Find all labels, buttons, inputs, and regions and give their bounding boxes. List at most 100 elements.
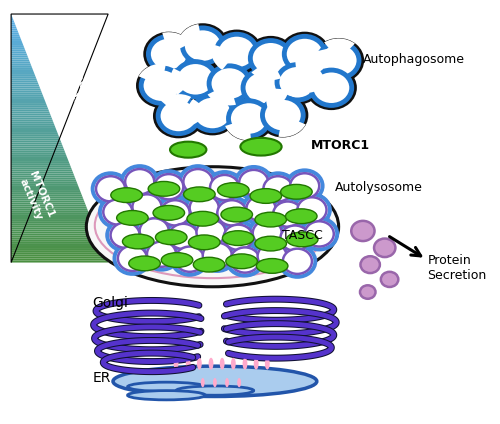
Ellipse shape — [156, 230, 187, 245]
Polygon shape — [11, 107, 49, 109]
Polygon shape — [11, 109, 49, 112]
Polygon shape — [11, 188, 80, 190]
Ellipse shape — [113, 366, 317, 396]
Circle shape — [172, 244, 207, 275]
Circle shape — [246, 196, 276, 221]
Ellipse shape — [286, 232, 318, 247]
Polygon shape — [11, 192, 82, 194]
Wedge shape — [160, 94, 191, 117]
Polygon shape — [11, 99, 45, 101]
Circle shape — [166, 221, 202, 252]
Circle shape — [270, 198, 306, 230]
Polygon shape — [11, 184, 78, 186]
Polygon shape — [11, 80, 38, 82]
Circle shape — [280, 226, 310, 251]
Polygon shape — [11, 45, 24, 47]
Polygon shape — [11, 240, 100, 242]
Circle shape — [230, 247, 260, 273]
Polygon shape — [11, 171, 74, 173]
Ellipse shape — [280, 184, 312, 199]
Circle shape — [243, 193, 279, 224]
Wedge shape — [170, 68, 196, 95]
Text: Protein
Secretion: Protein Secretion — [428, 254, 486, 282]
Ellipse shape — [86, 167, 338, 287]
Ellipse shape — [128, 382, 205, 391]
Circle shape — [186, 192, 222, 223]
Polygon shape — [11, 105, 48, 107]
Circle shape — [104, 199, 132, 225]
Circle shape — [360, 285, 376, 299]
Circle shape — [154, 174, 184, 199]
Circle shape — [318, 43, 359, 78]
Wedge shape — [304, 48, 330, 73]
Text: Autophagosome: Autophagosome — [363, 53, 465, 66]
Polygon shape — [11, 153, 66, 155]
Polygon shape — [11, 128, 56, 130]
Wedge shape — [306, 69, 332, 93]
Polygon shape — [11, 180, 76, 182]
Text: MTORC1
activity: MTORC1 activity — [17, 170, 56, 224]
Circle shape — [243, 70, 284, 106]
Polygon shape — [11, 190, 80, 192]
Polygon shape — [11, 246, 102, 248]
Circle shape — [196, 220, 226, 245]
Polygon shape — [11, 140, 61, 142]
Ellipse shape — [218, 183, 249, 198]
Polygon shape — [11, 64, 32, 66]
Polygon shape — [11, 78, 37, 80]
Circle shape — [360, 256, 380, 273]
Circle shape — [132, 194, 162, 220]
Polygon shape — [11, 236, 99, 238]
Ellipse shape — [186, 358, 190, 370]
Polygon shape — [11, 49, 26, 51]
Circle shape — [114, 243, 150, 274]
Circle shape — [203, 243, 232, 268]
Wedge shape — [212, 45, 238, 70]
Polygon shape — [11, 82, 38, 84]
Polygon shape — [11, 223, 94, 225]
Polygon shape — [11, 167, 72, 169]
Polygon shape — [11, 126, 56, 128]
Ellipse shape — [153, 206, 184, 220]
Ellipse shape — [231, 358, 236, 370]
Text: Autophagy
induction: Autophagy induction — [54, 54, 99, 121]
Polygon shape — [11, 258, 108, 260]
Polygon shape — [11, 86, 40, 89]
Circle shape — [218, 200, 246, 226]
Polygon shape — [11, 89, 41, 91]
Polygon shape — [11, 117, 52, 120]
Circle shape — [192, 95, 233, 131]
Polygon shape — [11, 151, 66, 153]
Wedge shape — [324, 39, 355, 61]
Ellipse shape — [148, 181, 180, 196]
Ellipse shape — [201, 378, 204, 387]
Circle shape — [214, 197, 250, 229]
Ellipse shape — [265, 358, 270, 370]
Polygon shape — [11, 134, 59, 136]
Polygon shape — [11, 33, 19, 35]
Polygon shape — [11, 68, 33, 70]
Circle shape — [110, 223, 140, 248]
Polygon shape — [11, 260, 108, 262]
Circle shape — [250, 41, 291, 76]
Ellipse shape — [220, 358, 224, 370]
Ellipse shape — [188, 235, 220, 250]
Circle shape — [352, 221, 374, 241]
Circle shape — [227, 244, 263, 276]
Polygon shape — [11, 28, 18, 31]
Circle shape — [147, 242, 176, 267]
Ellipse shape — [197, 358, 202, 370]
Circle shape — [280, 245, 316, 277]
Ellipse shape — [129, 256, 160, 271]
Polygon shape — [11, 147, 64, 149]
Polygon shape — [11, 217, 91, 219]
Circle shape — [277, 223, 313, 254]
Circle shape — [254, 241, 290, 272]
Circle shape — [273, 201, 302, 227]
Polygon shape — [11, 91, 42, 93]
Polygon shape — [11, 215, 90, 217]
Polygon shape — [11, 14, 12, 16]
Polygon shape — [11, 124, 55, 126]
Circle shape — [125, 169, 154, 194]
Circle shape — [239, 170, 268, 195]
